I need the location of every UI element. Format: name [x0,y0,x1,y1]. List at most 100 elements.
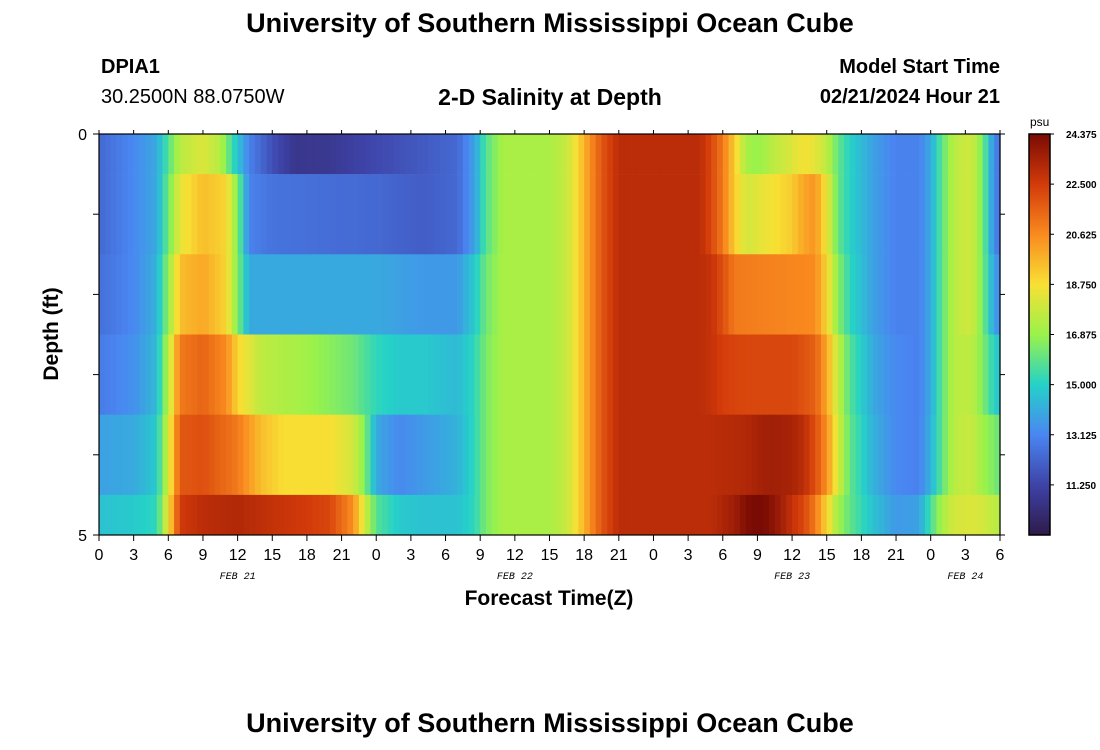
heatmap-cell [820,334,828,415]
heatmap-cell [364,134,372,175]
heatmap-cell [254,414,262,496]
heatmap-cell [139,254,146,335]
heatmap-cell [468,334,476,415]
heatmap-cell [838,134,845,175]
heatmap-cell [226,414,233,496]
heatmap-cell [844,334,851,415]
heatmap-cell [416,414,424,496]
heatmap-cell [150,254,158,335]
heatmap-cell [555,494,562,536]
heatmap-cell [699,134,707,175]
heatmap-cell [185,494,193,536]
heatmap-cell [133,134,141,175]
heatmap-cell [797,174,805,255]
heatmap-cell [226,494,233,536]
heatmap-cell [416,254,424,335]
heatmap-cell [330,414,337,496]
heatmap-cell [919,254,926,335]
heatmap-cell [901,414,909,496]
heatmap-cell [514,254,522,335]
heatmap-cell [220,134,227,175]
heatmap-cell [913,254,920,335]
heatmap-cell [474,254,481,335]
heatmap-cell [249,134,256,175]
heatmap-cell [272,494,279,536]
heatmap-cell [422,254,429,335]
heatmap-cell [803,334,811,415]
heatmap-cell [485,134,493,175]
heatmap-cell [809,254,816,335]
heatmap-cell [191,254,198,335]
heatmap-cell [867,254,874,335]
heatmap-cell [364,414,372,496]
heatmap-cell [468,254,476,335]
heatmap-cell [549,134,556,175]
heatmap-cells [99,134,1001,536]
heatmap-cell [231,334,239,415]
heatmap-cell [792,494,799,536]
heatmap-cell [861,334,868,415]
heatmap-cell [433,334,441,415]
heatmap-cell [174,334,181,415]
heatmap-cell [872,494,880,536]
heatmap-cell [220,254,227,335]
heatmap-cell [168,414,175,496]
heatmap-cell [503,174,510,255]
heatmap-cell [382,134,389,175]
heatmap-cell [641,134,649,175]
heatmap-cell [624,414,631,496]
heatmap-cell [913,414,920,496]
heatmap-cell [278,414,285,496]
heatmap-cell [768,414,776,496]
heatmap-cell [994,414,1001,496]
heatmap-cell [254,334,262,415]
heatmap-cell [543,334,551,415]
heatmap-cell [901,494,909,536]
heatmap-cell [636,494,643,536]
heatmap-cell [792,334,799,415]
heatmap-cell [665,494,672,536]
heatmap-cell [382,334,389,415]
heatmap-cell [994,494,1001,536]
heatmap-cell [953,134,961,175]
heatmap-cell [745,334,753,415]
heatmap-cell [324,254,331,335]
heatmap-cell [185,254,193,335]
heatmap-cell [740,174,747,255]
heatmap-cell [491,134,499,175]
heatmap-cell [99,414,106,496]
heatmap-cell [670,174,678,255]
heatmap-cell [757,174,764,255]
heatmap-cell [711,254,718,335]
heatmap-cell [896,494,903,536]
heatmap-cell [820,414,828,496]
heatmap-cell [214,254,221,335]
heatmap-cell [959,134,966,175]
heatmap-cell [716,414,724,496]
heatmap-cell [457,334,464,415]
station-id: DPIA1 [101,56,160,78]
heatmap-cell [682,414,689,496]
heatmap-cell [451,334,458,415]
heatmap-cell [636,414,643,496]
heatmap-cell [722,494,730,536]
heatmap-cell [387,494,395,536]
heatmap-cell [595,494,603,536]
x-axis-title: Forecast Time(Z) [465,587,634,610]
heatmap-cell [295,254,302,335]
heatmap-cell [214,334,221,415]
model-start-value: 02/21/2024 Hour 21 [819,86,1000,108]
heatmap-cell [809,494,816,536]
heatmap-cell [630,174,637,255]
heatmap-cell [965,334,972,415]
heatmap-cell [988,414,995,496]
heatmap-cell [335,334,343,415]
heatmap-cell [104,134,112,175]
heatmap-cell [936,414,943,496]
heatmap-cell [266,174,273,255]
heatmap-cell [849,414,857,496]
heatmap-cell [341,334,348,415]
heatmap-cell [549,334,556,415]
heatmap-cell [907,174,914,255]
heatmap-cell [127,134,135,175]
